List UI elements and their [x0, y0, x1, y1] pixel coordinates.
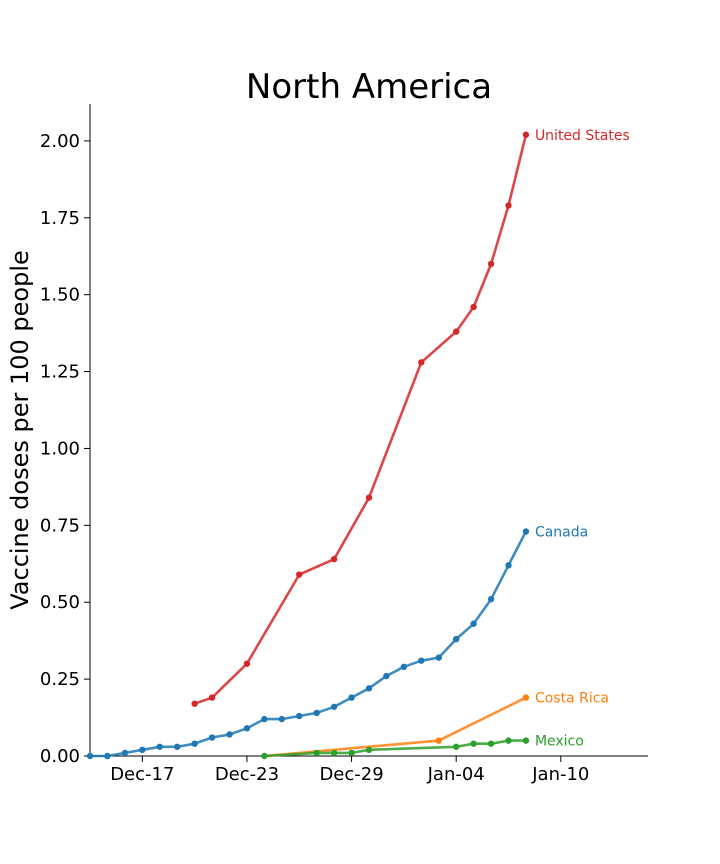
- data-point: [330, 749, 338, 757]
- x-tick-label: Jan-04: [427, 764, 485, 785]
- data-point: [296, 571, 303, 578]
- data-point: [313, 709, 320, 717]
- y-tick-label: 2.00: [40, 131, 80, 152]
- data-point: [505, 562, 512, 569]
- series-line: [90, 530, 528, 758]
- data-point: [522, 694, 530, 701]
- series-label: Costa Rica: [535, 691, 609, 707]
- data-point: [435, 654, 442, 661]
- series-label: Canada: [535, 524, 588, 540]
- x-tick-label: Dec-17: [110, 764, 174, 785]
- data-point: [313, 749, 320, 757]
- data-point: [505, 737, 512, 744]
- data-point: [261, 715, 268, 723]
- y-tick-label: 0.75: [40, 515, 80, 536]
- data-point: [505, 202, 512, 209]
- data-point: [435, 737, 442, 744]
- data-point: [243, 725, 251, 732]
- data-point: [243, 660, 251, 667]
- data-point: [261, 752, 268, 760]
- data-point: [487, 740, 495, 747]
- y-tick-label: 0.50: [40, 592, 80, 613]
- y-tick-label: 0.25: [40, 669, 80, 690]
- series-label: Mexico: [535, 734, 584, 750]
- series-united-states: United States: [191, 128, 630, 707]
- data-point: [330, 555, 338, 563]
- data-point: [348, 694, 355, 701]
- data-point: [522, 131, 530, 138]
- data-point: [452, 328, 460, 335]
- data-point: [348, 749, 355, 757]
- data-point: [400, 663, 408, 671]
- series-mexico: Mexico: [261, 734, 584, 760]
- data-point: [522, 528, 530, 535]
- series-line: [264, 696, 527, 758]
- data-point: [296, 712, 303, 720]
- data-point: [173, 743, 181, 750]
- data-point: [487, 260, 495, 268]
- data-point: [104, 752, 111, 760]
- chart-title: North America: [246, 67, 492, 107]
- data-point: [208, 694, 216, 701]
- axes: 0.00 0.25 0.50 0.75 1.00 1.25 1.50 1.75 2.00 Dec-…: [40, 104, 648, 785]
- y-tick-label: 1.00: [40, 438, 80, 459]
- data-point: [470, 620, 477, 627]
- y-tick-label: 0.00: [40, 746, 80, 767]
- data-point: [522, 737, 530, 744]
- x-tick-label: Jan-10: [531, 764, 589, 785]
- data-point: [365, 746, 373, 754]
- data-point: [470, 740, 477, 747]
- series-layer: United States Canada Costa Rica Mexico: [86, 128, 630, 760]
- data-point: [418, 657, 425, 664]
- data-point: [365, 494, 373, 501]
- y-tick-label: 1.50: [40, 285, 80, 306]
- data-point: [470, 303, 477, 311]
- data-point: [139, 746, 146, 754]
- data-point: [452, 743, 460, 750]
- data-point: [278, 715, 286, 723]
- data-point: [86, 752, 94, 760]
- data-point: [191, 700, 198, 707]
- y-tick-label: 1.75: [40, 208, 80, 229]
- series-canada: Canada: [86, 524, 588, 760]
- series-line: [194, 134, 528, 705]
- series-label: United States: [535, 128, 630, 144]
- y-tick-label: 1.25: [40, 362, 80, 383]
- data-point: [121, 749, 129, 757]
- data-point: [156, 743, 163, 750]
- data-point: [452, 635, 460, 643]
- data-point: [330, 703, 338, 710]
- series-line: [264, 739, 526, 758]
- data-point: [383, 672, 390, 680]
- x-tick-label: Dec-29: [319, 764, 383, 785]
- series-costa-rica: Costa Rica: [264, 691, 609, 758]
- x-tick-label: Dec-23: [215, 764, 279, 785]
- data-point: [191, 740, 198, 747]
- data-point: [487, 595, 495, 603]
- data-point: [208, 734, 216, 741]
- data-point: [226, 731, 233, 738]
- y-axis-label: Vaccine doses per 100 people: [6, 250, 34, 610]
- data-point: [418, 359, 425, 366]
- data-point: [365, 685, 373, 692]
